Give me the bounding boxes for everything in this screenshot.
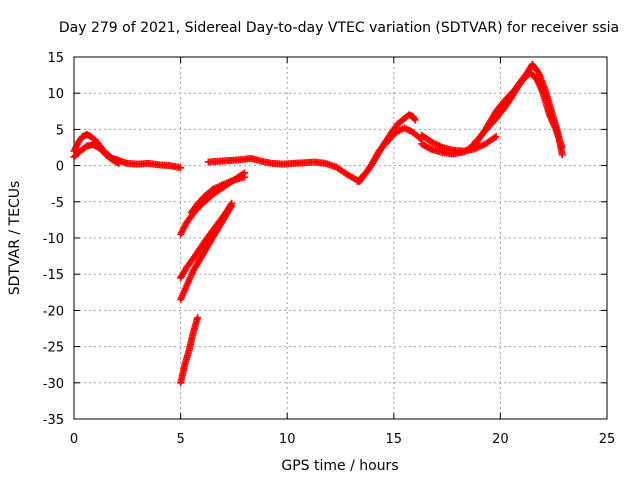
y-tick-label: 0	[56, 160, 64, 175]
series-arc4	[354, 124, 426, 186]
y-tick-labels: -35 -30 -25 -20 -15 -10 -5 0 5 10 15	[43, 51, 64, 428]
y-tick-label: -15	[43, 268, 64, 283]
chart-title: Day 279 of 2021, Sidereal Day-to-day VTE…	[59, 20, 619, 36]
y-tick-label: 5	[56, 123, 64, 138]
y-tick-label: -30	[43, 377, 64, 392]
data-point	[411, 116, 419, 124]
x-tick-labels: 0 5 10 15 20 25	[70, 432, 615, 447]
data-point	[115, 159, 123, 167]
axis-ticks	[73, 56, 608, 420]
x-tick-label: 0	[70, 432, 78, 447]
data-point	[492, 133, 500, 141]
data-point	[228, 199, 236, 207]
series-arc2	[70, 141, 123, 167]
data-point	[194, 314, 202, 322]
data-point	[558, 151, 566, 159]
x-tick-label: 15	[386, 432, 403, 447]
data-point	[177, 164, 185, 172]
y-tick-label: -35	[43, 413, 64, 428]
y-axis-label: SDTVAR / TECUs	[7, 181, 23, 296]
data-point	[427, 145, 435, 153]
grid	[74, 57, 607, 419]
y-tick-label: -10	[43, 232, 64, 247]
y-tick-label: -20	[43, 304, 64, 319]
x-tick-label: 5	[176, 432, 184, 447]
x-tick-label: 25	[599, 432, 616, 447]
series-arc11	[177, 199, 236, 282]
series-arc7	[467, 69, 566, 151]
x-tick-label: 20	[492, 432, 509, 447]
data-points	[70, 60, 566, 387]
y-tick-label: -5	[51, 196, 64, 211]
series-arc10	[177, 201, 236, 304]
y-tick-label: 10	[47, 87, 64, 102]
data-point	[241, 173, 249, 181]
y-tick-label: 15	[47, 51, 64, 66]
y-tick-label: -25	[43, 341, 64, 356]
series-arc12	[177, 314, 202, 387]
x-axis-label: GPS time / hours	[281, 458, 398, 474]
data-point	[558, 144, 566, 151]
data-point	[491, 134, 499, 142]
series-arc9	[187, 173, 249, 217]
x-tick-label: 10	[279, 432, 296, 447]
